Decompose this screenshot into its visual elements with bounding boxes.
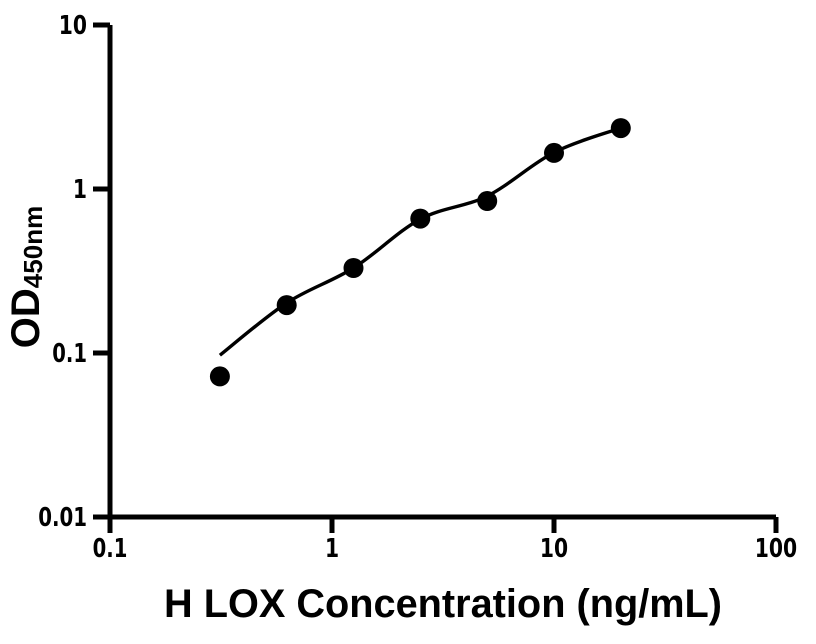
- y-axis-title: OD450nm: [4, 206, 48, 348]
- data-point: [610, 118, 631, 139]
- data-series: [209, 118, 631, 387]
- y-tick-label: 10: [59, 11, 87, 41]
- x-tick-label: 100: [755, 534, 797, 564]
- y-axis-title-subscript: 450nm: [18, 206, 48, 288]
- y-tick-label: 1: [73, 175, 87, 205]
- data-point: [544, 142, 564, 163]
- x-tick-label: 1: [325, 534, 339, 564]
- x-tick-label: 10: [540, 534, 568, 564]
- data-point: [209, 366, 230, 387]
- fit-curve: [218, 126, 622, 357]
- data-point: [410, 208, 431, 229]
- x-axis-title: H LOX Concentration (ng/mL): [164, 582, 722, 626]
- y-tick-label: 0.01: [38, 503, 87, 533]
- data-point: [343, 258, 364, 278]
- x-tick-label: 0.1: [93, 534, 128, 564]
- axis-spines: [107, 25, 776, 520]
- y-tick-label: 0.1: [52, 339, 87, 369]
- data-point: [477, 191, 498, 211]
- data-point: [276, 295, 297, 316]
- y-axis-title-main: OD: [4, 288, 48, 348]
